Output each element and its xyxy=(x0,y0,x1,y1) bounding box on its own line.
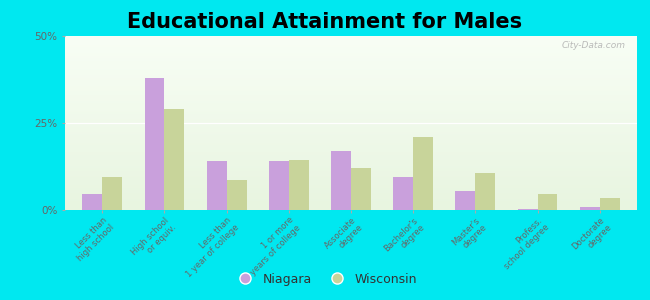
Bar xyxy=(580,206,600,210)
Bar xyxy=(331,151,351,210)
Bar xyxy=(600,198,619,210)
Bar xyxy=(144,78,164,210)
Bar xyxy=(102,177,122,210)
Bar xyxy=(413,137,433,210)
Text: City-Data.com: City-Data.com xyxy=(562,41,625,50)
Bar xyxy=(475,173,495,210)
Bar xyxy=(538,194,558,210)
Bar xyxy=(207,161,227,210)
Bar xyxy=(227,180,246,210)
Bar xyxy=(351,168,371,210)
Bar xyxy=(289,160,309,210)
Bar xyxy=(164,109,185,210)
Bar xyxy=(83,194,102,210)
Bar xyxy=(269,161,289,210)
Bar xyxy=(456,191,475,210)
Bar xyxy=(393,177,413,210)
Bar xyxy=(517,208,538,210)
Text: Educational Attainment for Males: Educational Attainment for Males xyxy=(127,12,523,32)
Legend: Niagara, Wisconsin: Niagara, Wisconsin xyxy=(228,268,422,291)
